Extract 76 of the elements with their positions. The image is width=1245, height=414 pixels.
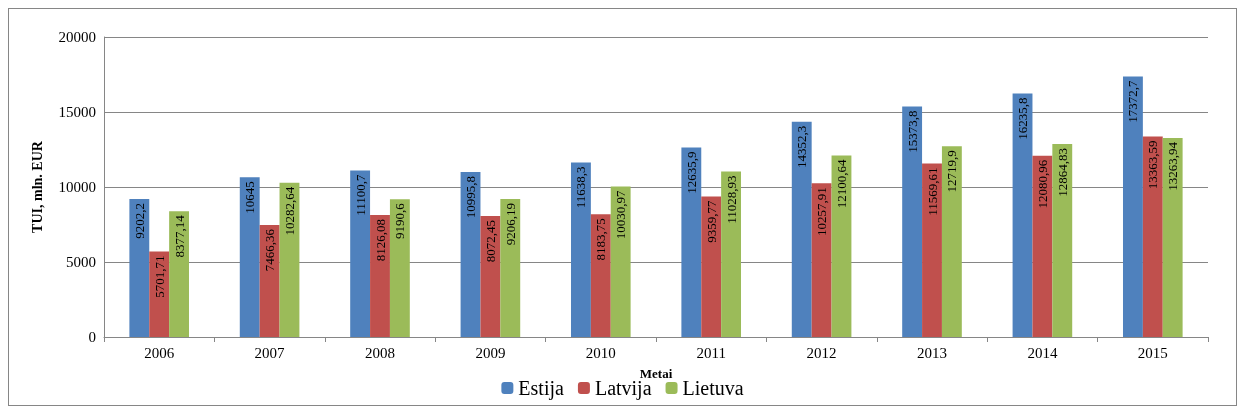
data-label: 10645 — [242, 181, 258, 214]
bar — [791, 121, 812, 337]
data-label: 13363,59 — [1145, 140, 1161, 190]
data-label: 9359,77 — [703, 200, 719, 243]
data-label: 7466,36 — [262, 228, 278, 272]
bar — [1052, 144, 1073, 337]
bar — [610, 186, 631, 337]
x-tick-label: 2011 — [696, 344, 726, 361]
data-label: 13263,94 — [1165, 141, 1181, 191]
y-tick-label: 10000 — [58, 179, 96, 195]
x-tick-label: 2006 — [144, 344, 175, 361]
data-label: 10030,97 — [613, 190, 629, 240]
data-label: 11100,7 — [352, 174, 368, 216]
bar — [1012, 93, 1033, 337]
bar — [831, 155, 852, 337]
bar — [590, 214, 611, 337]
data-label: 12719,9 — [944, 150, 960, 193]
y-axis-title: TUI, mln. EUR — [29, 140, 45, 233]
y-tick-label: 20000 — [58, 29, 96, 45]
data-label: 16235,8 — [1015, 97, 1031, 140]
data-label: 12080,96 — [1034, 159, 1050, 209]
data-label: 9206,19 — [502, 202, 518, 246]
x-tick-label: 2014 — [1027, 344, 1058, 361]
bar — [1142, 136, 1163, 337]
x-tick-label: 2012 — [806, 344, 837, 361]
data-label: 12864,83 — [1054, 148, 1070, 197]
legend-label: Lietuva — [682, 377, 744, 399]
bar — [922, 163, 942, 337]
data-label: 10257,91 — [814, 187, 830, 236]
bar — [811, 183, 832, 337]
data-label: 11028,93 — [723, 175, 739, 224]
bar — [570, 162, 591, 337]
data-label: 12100,64 — [833, 158, 849, 209]
bar — [701, 196, 722, 337]
bar — [480, 215, 501, 337]
bar — [239, 177, 260, 337]
y-tick-label: 15000 — [58, 104, 96, 120]
bar — [389, 199, 410, 337]
bar — [721, 171, 742, 337]
x-tick-label: 2013 — [917, 344, 947, 361]
bar — [169, 211, 190, 337]
data-label: 11569,61 — [924, 167, 940, 216]
bar — [1162, 138, 1183, 337]
bar — [370, 215, 390, 337]
data-label: 8377,14 — [171, 214, 187, 258]
y-tick-label: 0 — [88, 329, 96, 345]
y-tick-label: 5000 — [66, 254, 96, 270]
data-label: 8072,45 — [482, 219, 498, 263]
bar — [500, 198, 521, 337]
x-tick-label: 2008 — [365, 344, 395, 361]
data-label: 9190,6 — [392, 202, 408, 239]
x-tick-label: 2007 — [254, 344, 286, 361]
bar — [129, 198, 150, 337]
bar — [1122, 76, 1143, 337]
data-label: 8183,75 — [593, 218, 609, 261]
data-label: 12635,9 — [683, 151, 699, 194]
x-tick-label: 2010 — [585, 344, 616, 361]
data-label: 10282,64 — [281, 186, 297, 236]
data-label: 15373,8 — [904, 110, 920, 153]
bar — [259, 225, 280, 337]
data-label: 8126,08 — [372, 219, 388, 262]
data-label: 10995,8 — [463, 176, 479, 219]
bar — [1032, 155, 1053, 337]
x-tick-label: 2009 — [475, 344, 506, 361]
bar — [681, 147, 702, 337]
bar — [941, 146, 962, 337]
bar — [902, 106, 923, 337]
bar — [149, 251, 170, 337]
data-label: 5701,71 — [151, 255, 167, 298]
data-label: 17372,7 — [1125, 79, 1141, 123]
x-tick-label: 2015 — [1137, 344, 1168, 361]
data-label: 11638,3 — [573, 166, 589, 209]
bar — [350, 170, 371, 337]
legend-label: Estija — [518, 377, 565, 400]
data-label: 9202,2 — [131, 202, 147, 239]
data-label: 14352,3 — [794, 125, 810, 168]
